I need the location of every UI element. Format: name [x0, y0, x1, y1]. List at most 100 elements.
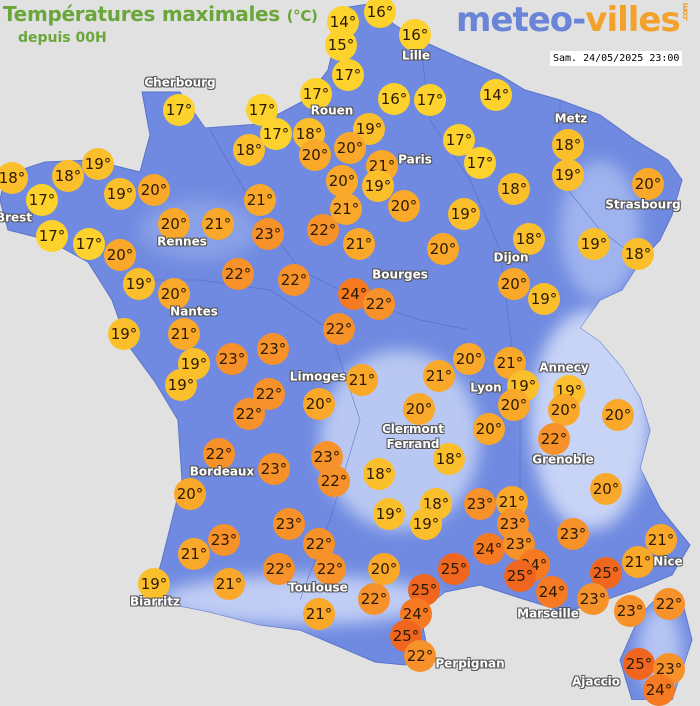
temperature-marker[interactable]: 22° [538, 423, 570, 455]
temperature-marker[interactable]: 17° [246, 94, 278, 126]
temperature-marker[interactable]: 21° [178, 538, 210, 570]
temperature-marker[interactable]: 14° [480, 79, 512, 111]
temperature-marker[interactable]: 19° [578, 228, 610, 260]
temperature-marker[interactable]: 20° [388, 190, 420, 222]
temperature-marker[interactable]: 21° [622, 546, 654, 578]
temperature-marker[interactable]: 18° [498, 173, 530, 205]
temperature-marker[interactable]: 20° [158, 208, 190, 240]
temperature-marker[interactable]: 20° [632, 168, 664, 200]
temperature-marker[interactable]: 16° [399, 19, 431, 51]
temperature-marker[interactable]: 18° [513, 223, 545, 255]
temperature-marker[interactable]: 21° [303, 598, 335, 630]
temperature-marker[interactable]: 20° [548, 394, 580, 426]
temperature-marker[interactable]: 17° [300, 78, 332, 110]
temperature-marker[interactable]: 22° [314, 553, 346, 585]
temperature-marker[interactable]: 22° [318, 465, 350, 497]
temperature-marker[interactable]: 20° [174, 478, 206, 510]
temperature-marker[interactable]: 17° [332, 59, 364, 91]
temperature-marker[interactable]: 19° [123, 268, 155, 300]
temperature-marker[interactable]: 24° [536, 576, 568, 608]
temperature-marker[interactable]: 18° [552, 129, 584, 161]
temperature-marker[interactable]: 17° [73, 228, 105, 260]
temperature-marker[interactable]: 17° [443, 124, 475, 156]
temperature-marker[interactable]: 23° [311, 441, 343, 473]
temperature-marker[interactable]: 20° [498, 268, 530, 300]
temperature-marker[interactable]: 17° [163, 94, 195, 126]
temperature-marker[interactable]: 21° [346, 364, 378, 396]
temperature-marker[interactable]: 22° [404, 640, 436, 672]
temperature-marker[interactable]: 18° [622, 238, 654, 270]
temperature-marker[interactable]: 20° [334, 132, 366, 164]
temperature-marker[interactable]: 20° [427, 233, 459, 265]
temperature-marker[interactable]: 23° [464, 488, 496, 520]
temperature-marker[interactable]: 20° [299, 139, 331, 171]
temperature-marker[interactable]: 25° [504, 560, 536, 592]
temperature-marker[interactable]: 20° [368, 553, 400, 585]
temperature-marker[interactable]: 17° [260, 118, 292, 150]
temperature-marker[interactable]: 19° [104, 178, 136, 210]
temperature-marker[interactable]: 17° [464, 147, 496, 179]
temperature-marker[interactable]: 22° [363, 288, 395, 320]
temperature-marker[interactable]: 25° [623, 648, 655, 680]
temperature-marker[interactable]: 19° [362, 170, 394, 202]
temperature-marker[interactable]: 16° [364, 0, 396, 28]
temperature-marker[interactable]: 23° [273, 508, 305, 540]
temperature-marker[interactable]: 17° [414, 84, 446, 116]
temperature-marker[interactable]: 19° [528, 283, 560, 315]
temperature-marker[interactable]: 20° [453, 343, 485, 375]
temperature-marker[interactable]: 22° [263, 553, 295, 585]
temperature-marker[interactable]: 20° [590, 473, 622, 505]
temperature-marker[interactable]: 24° [643, 674, 675, 706]
temperature-marker[interactable]: 23° [252, 218, 284, 250]
temperature-marker[interactable]: 21° [330, 193, 362, 225]
temperature-marker[interactable]: 22° [323, 313, 355, 345]
temperature-marker[interactable]: 18° [0, 162, 28, 194]
temperature-marker[interactable]: 21° [423, 360, 455, 392]
temperature-marker[interactable]: 23° [614, 595, 646, 627]
temperature-marker[interactable]: 17° [26, 184, 58, 216]
temperature-marker[interactable]: 19° [138, 568, 170, 600]
temperature-marker[interactable]: 22° [233, 398, 265, 430]
temperature-marker[interactable]: 20° [104, 239, 136, 271]
temperature-marker[interactable]: 24° [473, 533, 505, 565]
temperature-marker[interactable]: 23° [258, 453, 290, 485]
temperature-marker[interactable]: 21° [202, 208, 234, 240]
temperature-marker[interactable]: 23° [208, 524, 240, 556]
meteo-villes-logo[interactable]: meteo-villes .com [456, 0, 689, 40]
temperature-marker[interactable]: 18° [363, 458, 395, 490]
temperature-marker[interactable]: 22° [222, 258, 254, 290]
temperature-marker[interactable]: 18° [233, 134, 265, 166]
temperature-marker[interactable]: 25° [438, 553, 470, 585]
temperature-marker[interactable]: 21° [213, 568, 245, 600]
temperature-marker[interactable]: 19° [165, 369, 197, 401]
temperature-marker[interactable]: 20° [158, 278, 190, 310]
temperature-marker[interactable]: 24° [338, 278, 370, 310]
temperature-marker[interactable]: 22° [203, 438, 235, 470]
temperature-marker[interactable]: 19° [108, 318, 140, 350]
temperature-marker[interactable]: 20° [326, 165, 358, 197]
temperature-marker[interactable]: 22° [278, 264, 310, 296]
temperature-marker[interactable]: 20° [303, 388, 335, 420]
temperature-marker[interactable]: 19° [410, 508, 442, 540]
temperature-marker[interactable]: 22° [358, 583, 390, 615]
temperature-marker[interactable]: 19° [373, 498, 405, 530]
temperature-marker[interactable]: 21° [343, 228, 375, 260]
temperature-marker[interactable]: 18° [433, 443, 465, 475]
temperature-marker[interactable]: 20° [138, 174, 170, 206]
temperature-marker[interactable]: 23° [577, 583, 609, 615]
temperature-marker[interactable]: 18° [52, 160, 84, 192]
temperature-marker[interactable]: 20° [498, 389, 530, 421]
temperature-marker[interactable]: 19° [448, 198, 480, 230]
temperature-marker[interactable]: 21° [168, 318, 200, 350]
temperature-marker[interactable]: 20° [602, 399, 634, 431]
temperature-marker[interactable]: 22° [303, 528, 335, 560]
temperature-marker[interactable]: 20° [473, 413, 505, 445]
temperature-marker[interactable]: 22° [653, 588, 685, 620]
temperature-marker[interactable]: 23° [557, 518, 589, 550]
temperature-marker[interactable]: 16° [378, 83, 410, 115]
temperature-marker[interactable]: 19° [552, 159, 584, 191]
temperature-marker[interactable]: 17° [36, 220, 68, 252]
temperature-marker[interactable]: 23° [257, 333, 289, 365]
temperature-marker[interactable]: 23° [216, 343, 248, 375]
temperature-marker[interactable]: 21° [244, 184, 276, 216]
